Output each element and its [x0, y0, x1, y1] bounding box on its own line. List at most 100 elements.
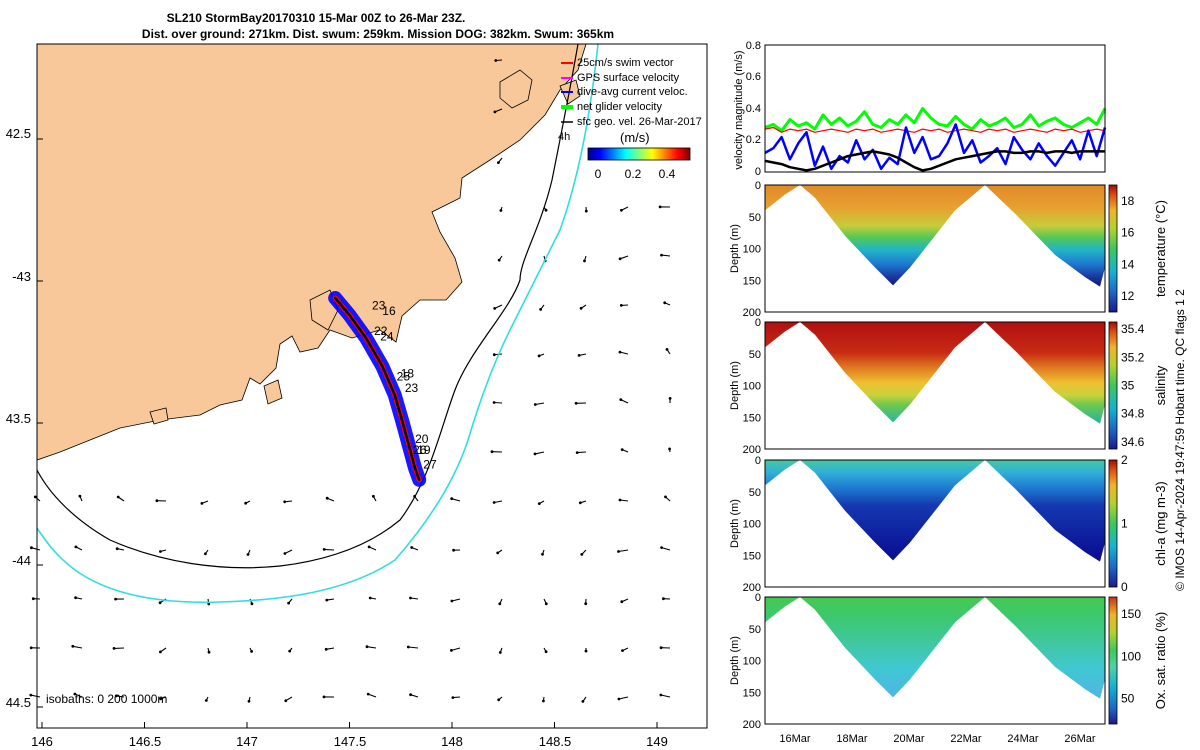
section-frame [764, 459, 1106, 588]
day-label: 22 [374, 324, 388, 338]
island-small-2 [149, 407, 169, 425]
map-colorbar-tick-1: 0.2 [625, 167, 642, 181]
time-x-tick: 22Mar [950, 733, 982, 745]
depth-tick-label: 150 [743, 550, 761, 562]
colorbar-tick-label: 12 [1121, 289, 1135, 303]
current-arrow-head [659, 693, 663, 697]
current-arrow-head [246, 553, 250, 556]
legend-note-4h: 4h [558, 131, 570, 143]
current-arrow [366, 646, 377, 649]
current-arrow-head [155, 499, 159, 503]
map-x-tick-label: 149 [646, 734, 668, 749]
title-line-2: Dist. over ground: 271km. Dist. swum: 25… [142, 27, 614, 41]
current-arrow-head [584, 209, 588, 213]
colorbar-tick-label: 2 [1121, 453, 1128, 467]
current-arrow-head [664, 495, 667, 499]
current-arrow-head [497, 698, 501, 702]
current-arrow-head [288, 649, 292, 653]
section-panel: 0 50 100 150 200 Depth (m) 35.4 35.2 35 34.8 34.6 s… [729, 317, 1168, 456]
map-x-ticks: 146 146.5 147 147.5 148 148.5 149 [31, 734, 668, 749]
depth-axis-label: Depth (m) [729, 361, 741, 410]
current-arrow-head [578, 501, 582, 505]
vel-y-tick: 0.8 [746, 40, 761, 52]
depth-tick-label: 200 [743, 719, 761, 731]
current-arrow-head [662, 597, 665, 601]
map-colorbar-tick-2: 0.4 [659, 167, 676, 181]
map-legend: 25cm/s swim vector GPS surface velocity … [558, 57, 702, 181]
velocity-series-line [764, 126, 1106, 133]
current-arrow-head [372, 494, 375, 498]
vel-y-tick: 0 [755, 166, 761, 178]
current-arrow-head [322, 695, 326, 699]
colorbar-tick-label: 35 [1121, 379, 1135, 393]
day-label: 20 [415, 432, 429, 446]
map-y-ticks: 42.5 -43 43.5 -44 44.5 [6, 126, 31, 710]
depth-axis-label: Depth (m) [729, 636, 741, 685]
section-panel: 0 50 100 150 200 Depth (m) 2 1 0 chl-a (mg m-3) [729, 453, 1168, 594]
current-arrow-head [584, 649, 588, 653]
depth-tick-label: 100 [743, 244, 761, 256]
island-maria [499, 69, 533, 109]
current-arrow-head [450, 649, 453, 652]
copyright-note: © IMOS 14-Apr-2024 19:47:59 Hobart time.… [1173, 289, 1187, 591]
section-colorbar [1108, 596, 1118, 725]
current-arrow-head [29, 646, 33, 650]
section-colorbar [1108, 184, 1118, 313]
colorbar-label: salinity [1153, 365, 1168, 405]
current-arrow-head [659, 646, 663, 650]
current-arrow-head [409, 693, 412, 697]
current-arrow-head [621, 649, 624, 652]
current-arrow-head [283, 552, 287, 555]
day-label: 18 [401, 367, 415, 381]
depth-tick-label: 100 [743, 381, 761, 393]
current-arrow [661, 254, 671, 257]
current-arrow-head [581, 700, 585, 703]
current-arrow-head [450, 599, 454, 603]
vel-y-tick: 0.6 [746, 71, 761, 83]
current-arrow-head [665, 348, 669, 351]
current-arrow-head [366, 692, 370, 696]
map-x-tick-label: 147 [236, 734, 258, 749]
current-arrow [577, 451, 587, 454]
velocity-plot-bg [765, 45, 1105, 172]
depth-tick-label: 100 [743, 519, 761, 531]
current-arrow-head [619, 304, 623, 307]
day-label: 26 [413, 443, 427, 457]
current-arrow-head [30, 546, 33, 550]
colorbar-tick-label: 14 [1121, 257, 1135, 271]
velocity-y-ticks: 0 0.2 0.4 0.6 0.8 [746, 40, 761, 178]
map-x-tick-label: 146.5 [129, 734, 162, 749]
depth-tick-label: 200 [743, 582, 761, 594]
depth-tick-label: 50 [749, 349, 761, 361]
current-arrow [661, 547, 671, 551]
map-x-tick-label: 147.5 [334, 734, 367, 749]
colorbar-tick-label: 100 [1121, 649, 1141, 663]
current-arrow-head [577, 354, 581, 357]
current-arrow-head [574, 401, 578, 405]
legend-dive-label: dive-avg current veloc. [577, 86, 688, 98]
current-arrow-head [74, 545, 78, 549]
current-arrow-head [78, 494, 82, 498]
current-arrow-head [71, 644, 75, 648]
current-arrow-head [544, 208, 548, 212]
current-arrow-head [29, 693, 33, 697]
colorbar-label: Ox. sat. ratio (%) [1153, 612, 1168, 710]
current-arrow-head [533, 403, 537, 406]
current-arrow-head [451, 696, 455, 699]
current-arrow-head [450, 497, 454, 501]
colorbar-label: chl-a (mg m-3) [1153, 481, 1168, 566]
current-arrow [72, 645, 83, 649]
legend-sfc-label: sfc geo. vel. 26-Mar-2017 [577, 116, 702, 128]
map-colorbar [587, 147, 691, 161]
current-arrow-head [497, 161, 500, 165]
current-arrow [660, 694, 671, 698]
day-label: 27 [423, 457, 437, 471]
current-arrow-head [575, 451, 579, 454]
colorbar-tick-label: 18 [1121, 194, 1135, 208]
current-arrow-head [325, 598, 329, 602]
map-x-tick-label: 146 [31, 734, 53, 749]
current-arrow-head [544, 650, 548, 654]
